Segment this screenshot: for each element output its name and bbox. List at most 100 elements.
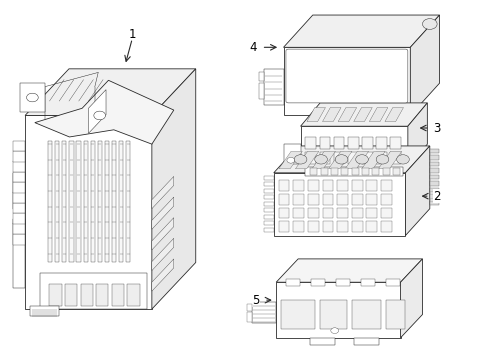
Polygon shape — [311, 151, 335, 169]
Polygon shape — [246, 312, 251, 321]
Polygon shape — [384, 108, 403, 122]
Polygon shape — [429, 181, 438, 186]
Polygon shape — [13, 151, 25, 162]
Polygon shape — [320, 300, 346, 329]
Polygon shape — [300, 126, 407, 167]
Polygon shape — [336, 221, 347, 232]
Polygon shape — [351, 300, 380, 329]
Polygon shape — [152, 238, 173, 271]
Polygon shape — [13, 220, 25, 288]
Polygon shape — [361, 152, 372, 164]
Polygon shape — [366, 221, 376, 232]
Polygon shape — [259, 72, 264, 81]
Polygon shape — [347, 152, 358, 164]
Polygon shape — [13, 234, 25, 244]
Polygon shape — [293, 180, 304, 191]
Polygon shape — [259, 83, 264, 99]
Polygon shape — [351, 221, 362, 232]
Polygon shape — [278, 221, 289, 232]
Polygon shape — [335, 279, 349, 286]
Polygon shape — [13, 213, 25, 224]
Polygon shape — [385, 300, 405, 329]
Circle shape — [375, 155, 388, 164]
Polygon shape — [409, 15, 439, 116]
Polygon shape — [336, 180, 347, 191]
Polygon shape — [305, 167, 402, 176]
Polygon shape — [305, 136, 316, 149]
Polygon shape — [336, 194, 347, 205]
Polygon shape — [375, 136, 386, 149]
Text: 4: 4 — [248, 41, 256, 54]
Polygon shape — [429, 168, 438, 172]
Polygon shape — [278, 180, 289, 191]
Polygon shape — [380, 180, 391, 191]
Polygon shape — [361, 136, 372, 149]
Polygon shape — [285, 279, 299, 286]
Polygon shape — [293, 221, 304, 232]
Polygon shape — [20, 83, 44, 112]
Circle shape — [94, 111, 105, 120]
Polygon shape — [278, 151, 302, 169]
Polygon shape — [283, 144, 300, 164]
Polygon shape — [310, 279, 324, 286]
Polygon shape — [264, 195, 273, 199]
Polygon shape — [400, 259, 422, 338]
Polygon shape — [62, 140, 66, 262]
Polygon shape — [351, 208, 362, 219]
Polygon shape — [264, 215, 273, 219]
Polygon shape — [330, 168, 337, 175]
Polygon shape — [264, 221, 273, 225]
Polygon shape — [55, 140, 59, 262]
Polygon shape — [380, 208, 391, 219]
Polygon shape — [320, 168, 327, 175]
Polygon shape — [382, 168, 389, 175]
Polygon shape — [276, 259, 422, 282]
Polygon shape — [264, 208, 273, 212]
Polygon shape — [389, 136, 400, 149]
Polygon shape — [300, 103, 427, 126]
Circle shape — [330, 328, 338, 333]
Polygon shape — [353, 338, 378, 345]
Circle shape — [314, 155, 327, 164]
Polygon shape — [345, 151, 368, 169]
Polygon shape — [13, 224, 25, 234]
Polygon shape — [429, 162, 438, 166]
Polygon shape — [389, 152, 400, 164]
Polygon shape — [48, 140, 52, 262]
Polygon shape — [429, 155, 438, 159]
Polygon shape — [25, 116, 152, 309]
Polygon shape — [351, 194, 362, 205]
Polygon shape — [307, 194, 318, 205]
Text: 1: 1 — [128, 28, 136, 41]
Polygon shape — [322, 180, 332, 191]
Polygon shape — [319, 136, 330, 149]
Polygon shape — [152, 218, 173, 250]
Polygon shape — [40, 273, 147, 309]
Polygon shape — [347, 136, 358, 149]
Polygon shape — [305, 152, 316, 164]
Circle shape — [355, 155, 367, 164]
Polygon shape — [337, 108, 356, 122]
Polygon shape — [264, 202, 273, 206]
Polygon shape — [264, 228, 273, 232]
Polygon shape — [264, 176, 273, 180]
Polygon shape — [25, 69, 195, 116]
Polygon shape — [104, 140, 109, 262]
Polygon shape — [98, 140, 102, 262]
Polygon shape — [126, 140, 130, 262]
Polygon shape — [13, 161, 25, 172]
Polygon shape — [333, 136, 344, 149]
Polygon shape — [246, 304, 251, 311]
Polygon shape — [283, 15, 439, 47]
Polygon shape — [429, 194, 438, 199]
Polygon shape — [362, 168, 368, 175]
Polygon shape — [366, 180, 376, 191]
Circle shape — [26, 93, 38, 102]
Polygon shape — [251, 302, 276, 323]
Polygon shape — [30, 306, 59, 316]
Polygon shape — [278, 194, 289, 205]
Polygon shape — [360, 279, 374, 286]
Polygon shape — [65, 284, 77, 306]
Polygon shape — [322, 221, 332, 232]
Polygon shape — [152, 69, 195, 309]
